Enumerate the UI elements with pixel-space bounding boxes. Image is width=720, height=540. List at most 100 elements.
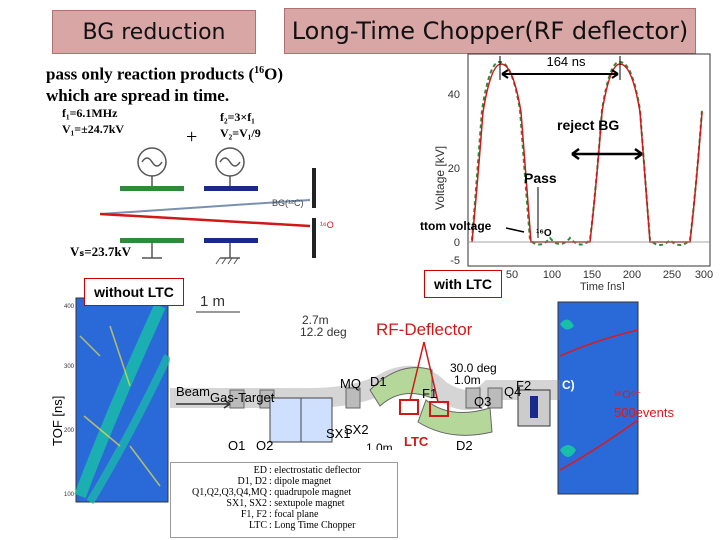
voltage-curve-red (471, 63, 703, 243)
voltage-ylabel: Voltage [kV] (433, 146, 447, 210)
q3-box (465, 387, 481, 409)
d2-radius-label: 1.0m (454, 373, 481, 387)
legend-row: D1, D2: dipole magnet (171, 476, 397, 487)
tof-left-panel: TOF [ns] 400 300 200 100 (50, 297, 170, 505)
o16-beam (100, 212, 311, 228)
legend-box: ED: electrostatic deflector D1, D2: dipo… (170, 462, 398, 538)
title-long-time-chopper: Long-Time Chopper(RF deflector) (284, 8, 696, 54)
param-vs: Vₛ=23.7kV (70, 244, 132, 259)
ground-hatch-2 (215, 257, 239, 265)
deflector-schematic: BG(¹²C) ¹⁶O (100, 147, 334, 265)
pass-label: Pass (524, 170, 557, 186)
d1-angle-label: 12.2 deg (300, 325, 347, 339)
legend-abbr: ED (253, 465, 267, 476)
legend-row: LTC: Long Time Chopper (171, 520, 397, 531)
d2-label: D2 (456, 438, 473, 450)
voltage-xtick-4: 200 (623, 269, 641, 281)
green-plate-bottom (120, 238, 184, 243)
f1-label: F1 (422, 386, 437, 401)
green-plate-top (120, 186, 184, 191)
title-bg-reduction: BG reduction (52, 10, 256, 54)
legend-abbr: Q1,Q2,Q3,Q4,MQ (192, 487, 267, 498)
voltage-xtick-1: 50 (506, 269, 518, 281)
intro-line1: pass only reaction products ( (46, 64, 255, 84)
rf-deflector-box-1 (399, 399, 419, 415)
mq-label: MQ (340, 376, 361, 391)
legend-abbr: SX1, SX2 (226, 498, 267, 509)
tof-ytick-3: 100 (64, 492, 75, 498)
o16-plot-label: ¹⁶O (536, 228, 552, 239)
tof-ylabel: TOF [ns] (50, 396, 65, 446)
voltage-xtick-3: 150 (583, 269, 601, 281)
param-plus: + (186, 126, 198, 148)
voltage-xtick-6: 300 (695, 269, 713, 281)
legend-row: Q1,Q2,Q3,Q4,MQ: quadrupole magnet (171, 487, 397, 498)
param-f2: f₂=3×f₁ (220, 110, 255, 124)
without-ltc-tag: without LTC (84, 278, 184, 306)
d1-radius-label: 2.7m (302, 313, 329, 327)
d1-label: D1 (370, 374, 387, 389)
q4-label: Q4 (504, 384, 521, 399)
voltage-ytick-2: 0 (454, 237, 460, 249)
tof-o6-label: ¹⁶O⁶⁺ (614, 389, 642, 401)
rf-pointer-1 (409, 341, 425, 401)
beam-arrow (176, 399, 231, 409)
interval-arrow (501, 69, 619, 79)
intro-line1-end: O) (264, 64, 284, 84)
legend-desc: : focal plane (269, 509, 319, 520)
flat-bottom-label: Flat-bottom voltage (420, 219, 492, 233)
legend-row: F1, F2: focal plane (171, 509, 397, 520)
param-v1: V₁=±24.7kV (62, 122, 125, 136)
d1-magnet (369, 367, 433, 407)
q3-label: Q3 (474, 394, 491, 409)
rf-deflector-box-2 (429, 401, 449, 417)
legend-desc: : electrostatic deflector (269, 465, 361, 476)
scale-label: 1 m (200, 293, 225, 310)
with-ltc-tag: with LTC (424, 270, 502, 298)
ac-wave-1 (141, 157, 163, 167)
reject-arrow (571, 147, 643, 161)
legend-desc: : sextupole magnet (269, 498, 345, 509)
bg-beam-label: BG(¹²C) (272, 198, 304, 208)
voltage-ytick-0: 40 (448, 89, 460, 101)
voltage-plot: 40 20 0 -5 Voltage [kV] 164 ns reject BG… (420, 53, 713, 290)
interval-label: 164 ns (546, 54, 586, 69)
rf-deflector-label: RF-Deflector (376, 320, 473, 339)
slit-top (312, 168, 316, 208)
legend-abbr: LTC (249, 520, 267, 531)
navy-plate-bottom (204, 238, 258, 243)
param-f1: f₁=6.1MHz (62, 106, 118, 120)
tof-left-noise (79, 325, 161, 487)
q1-label: Q1 (228, 438, 245, 450)
tof-right-partial-label: C) (562, 378, 575, 392)
bg-beam (100, 199, 311, 215)
f2-label: F2 (516, 378, 531, 393)
legend-desc: : quadrupole magnet (269, 487, 352, 498)
legend-desc: : Long Time Chopper (269, 520, 356, 531)
f2-inner (530, 396, 538, 418)
o16-beam-label: ¹⁶O (320, 220, 334, 230)
q1-box (229, 389, 245, 409)
tof-left-band-2 (86, 354, 170, 505)
tof-right-cluster-top (560, 319, 574, 330)
tof-right-cluster (560, 445, 576, 457)
d2-magnet (417, 399, 493, 436)
tof-left-band-1 (74, 303, 166, 499)
param-v2: V₂=V₁/9 (220, 126, 261, 140)
spectrometer-layout: 1 m 2.7m 12.2 deg Beam Gas-Target Q1 Q2 … (170, 293, 560, 450)
d2-angle-label: 30.0 deg (450, 361, 497, 375)
tof-right-red-line (559, 329, 639, 357)
intro-text: pass only reaction products (16O) which … (46, 60, 283, 106)
voltage-xlabel: Time [ns] (580, 281, 625, 290)
voltage-ytick-1: 20 (448, 163, 460, 175)
tof-events-label: 500events (614, 405, 674, 420)
voltage-plot-frame (467, 53, 711, 267)
mq-box (345, 387, 361, 409)
gas-target-label: Gas-Target (210, 390, 275, 405)
intro-sup: 16 (254, 65, 265, 76)
voltage-ytick-3: -5 (450, 255, 460, 267)
navy-plate-top (204, 186, 258, 191)
legend-row: SX1, SX2: sextupole magnet (171, 498, 397, 509)
radius-small-label: 1.0m (366, 441, 393, 450)
legend-abbr: D1, D2 (237, 476, 267, 487)
